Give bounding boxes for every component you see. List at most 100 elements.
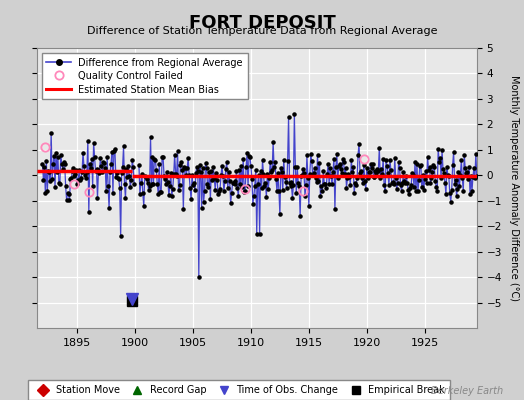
Point: [99, 158, 107, 165]
Point: [91, 154, 99, 161]
Point: [85, 160, 94, 167]
Point: [68, 168, 77, 174]
Point: [115, 176, 123, 182]
Point: [124, 163, 133, 169]
Point: [233, 185, 242, 192]
Point: [125, 173, 134, 179]
Point: [456, 172, 465, 178]
Point: [193, 164, 201, 170]
Point: [464, 176, 472, 182]
Point: [419, 172, 427, 178]
Point: [126, 184, 135, 190]
Point: [254, 181, 262, 188]
Point: [219, 173, 227, 180]
Point: [42, 158, 50, 164]
Point: [469, 174, 477, 180]
Point: [105, 205, 113, 212]
Point: [359, 180, 367, 186]
Point: [129, 164, 137, 170]
Point: [232, 168, 241, 174]
Point: [162, 181, 170, 188]
Point: [206, 196, 215, 202]
Point: [434, 146, 442, 152]
Point: [328, 181, 336, 187]
Point: [107, 161, 115, 167]
Point: [433, 188, 441, 194]
Point: [468, 188, 476, 194]
Point: [102, 188, 111, 194]
Point: [451, 181, 459, 188]
Point: [365, 169, 374, 175]
Point: [242, 164, 250, 170]
Point: [377, 166, 386, 173]
Point: [93, 195, 102, 201]
Point: [121, 195, 129, 202]
Point: [230, 180, 238, 186]
Point: [119, 143, 128, 150]
Point: [398, 180, 407, 187]
Point: [315, 160, 324, 166]
Point: [91, 168, 100, 174]
Point: [283, 158, 292, 164]
Point: [195, 162, 204, 168]
Point: [421, 168, 430, 174]
Point: [323, 171, 331, 178]
Point: [166, 182, 174, 189]
Point: [451, 177, 460, 184]
Point: [255, 172, 263, 178]
Point: [138, 170, 146, 177]
Point: [118, 164, 127, 170]
Point: [92, 165, 101, 172]
Point: [236, 181, 245, 187]
Point: [444, 172, 452, 178]
Point: [285, 114, 293, 120]
Point: [291, 164, 300, 170]
Point: [113, 170, 121, 176]
Point: [463, 169, 472, 175]
Point: [115, 185, 124, 192]
Point: [216, 186, 224, 192]
Point: [112, 174, 120, 180]
Point: [342, 184, 351, 191]
Point: [423, 154, 432, 160]
Point: [446, 198, 455, 205]
Point: [337, 170, 346, 176]
Point: [64, 191, 73, 198]
Point: [222, 166, 230, 172]
Point: [301, 193, 309, 199]
Point: [60, 159, 68, 166]
Point: [147, 181, 156, 187]
Point: [294, 180, 302, 186]
Point: [255, 231, 264, 237]
Point: [261, 180, 270, 186]
Point: [201, 159, 210, 166]
Point: [186, 185, 194, 191]
Point: [110, 148, 118, 154]
Point: [399, 169, 408, 176]
Point: [157, 189, 166, 196]
Point: [108, 149, 116, 155]
Point: [420, 187, 428, 194]
Point: [241, 188, 249, 194]
Point: [194, 167, 202, 174]
Point: [458, 175, 466, 182]
Point: [149, 180, 158, 187]
Point: [318, 188, 326, 194]
Point: [208, 176, 216, 183]
Point: [182, 172, 190, 179]
Point: [298, 172, 307, 178]
Point: [94, 167, 103, 173]
Point: [431, 178, 440, 184]
Point: [192, 169, 200, 176]
Point: [130, 180, 138, 187]
Point: [459, 188, 467, 194]
Point: [139, 190, 147, 197]
Point: [176, 162, 184, 168]
Point: [243, 150, 252, 156]
Point: [312, 179, 321, 186]
Point: [300, 170, 308, 176]
Point: [218, 163, 226, 170]
Point: [179, 206, 188, 212]
Point: [391, 175, 400, 181]
Point: [304, 203, 313, 209]
